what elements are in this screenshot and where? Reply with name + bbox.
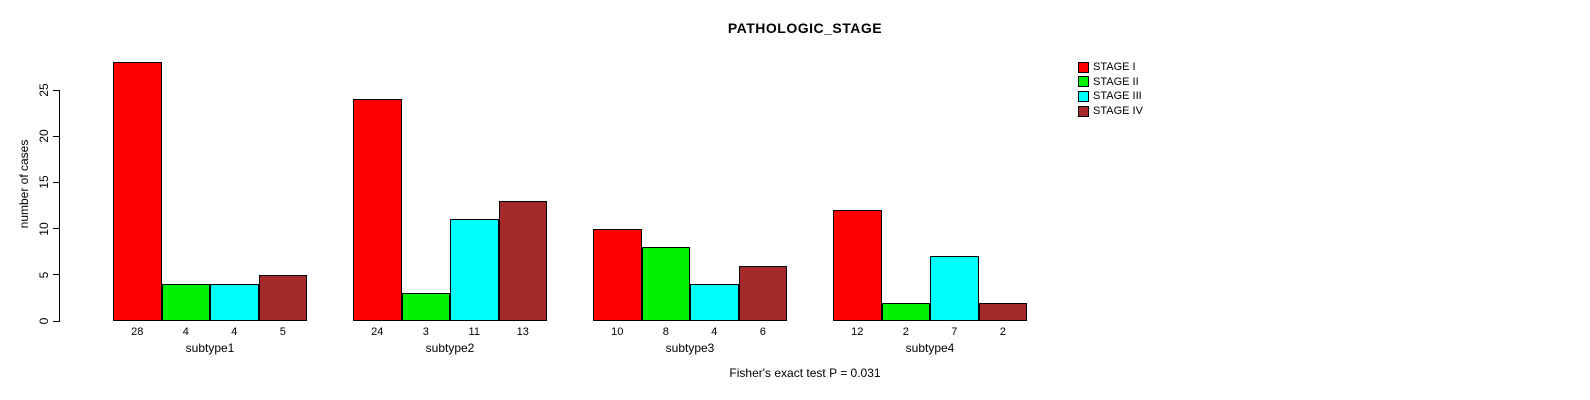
bar-value-label: 2 [902, 326, 909, 338]
y-tick-mark [53, 181, 59, 183]
bar-value-label: 10 [611, 326, 624, 338]
bar-value-label: 28 [131, 326, 144, 338]
bar-subtype3-stage-i [593, 228, 642, 321]
category-label-subtype2: subtype2 [425, 341, 475, 355]
bar-subtype1-stage-iv [258, 274, 307, 321]
y-tick-mark [53, 135, 59, 137]
bar-value-label: 8 [662, 326, 669, 338]
legend-swatch-icon [1078, 61, 1089, 73]
bar-value-label: 4 [182, 326, 189, 338]
bar-value-label: 7 [951, 326, 958, 338]
y-axis-label: number of cases [17, 139, 31, 229]
y-axis-line [59, 90, 60, 322]
bar-subtype4-stage-iii [930, 256, 979, 321]
bar-value-label: 12 [851, 326, 864, 338]
y-tick-mark [53, 228, 59, 230]
bar-value-label: 4 [711, 326, 718, 338]
legend-item-stage-ii: STAGE II [1078, 75, 1143, 90]
legend: STAGE I STAGE II STAGE III STAGE IV [1078, 60, 1143, 118]
bar-subtype4-stage-i [833, 210, 882, 321]
bar-value-label: 13 [516, 326, 529, 338]
category-label-subtype4: subtype4 [905, 341, 955, 355]
bar-subtype2-stage-iii [450, 219, 499, 321]
bar-value-label: 5 [279, 326, 286, 338]
y-tick-label: 5 [37, 271, 51, 279]
legend-item-stage-i: STAGE I [1078, 60, 1143, 75]
bar-subtype4-stage-ii [881, 302, 930, 321]
bar-value-label: 2 [999, 326, 1006, 338]
bar-subtype3-stage-ii [641, 247, 690, 321]
y-tick-label: 10 [37, 221, 51, 236]
bar-subtype1-stage-iii [210, 284, 259, 321]
bar-subtype2-stage-iv [498, 200, 547, 321]
legend-item-stage-iii: STAGE III [1078, 89, 1143, 104]
y-tick-label: 15 [37, 175, 51, 190]
legend-label: STAGE III [1093, 90, 1142, 103]
bar-subtype4-stage-iv [978, 302, 1027, 321]
legend-swatch-icon [1078, 90, 1089, 102]
bar-value-label: 24 [371, 326, 384, 338]
fisher-test-note: Fisher's exact test P = 0.031 [729, 366, 881, 380]
bar-value-label: 4 [231, 326, 238, 338]
bar-value-label: 6 [759, 326, 766, 338]
y-tick-label: 20 [37, 129, 51, 143]
legend-swatch-icon [1078, 76, 1089, 88]
y-tick-mark [53, 89, 59, 91]
legend-label: STAGE I [1093, 61, 1136, 74]
legend-item-stage-iv: STAGE IV [1078, 104, 1143, 119]
bar-subtype2-stage-i [353, 99, 402, 321]
bar-subtype1-stage-i [113, 62, 162, 321]
y-tick-label: 25 [37, 83, 51, 97]
bar-subtype1-stage-ii [161, 284, 210, 321]
bar-subtype3-stage-iii [690, 284, 739, 321]
bar-value-label: 3 [422, 326, 429, 338]
legend-label: STAGE IV [1093, 105, 1143, 118]
legend-label: STAGE II [1093, 75, 1139, 88]
bar-value-label: 11 [468, 326, 480, 338]
y-tick-mark [53, 274, 59, 276]
bar-subtype2-stage-ii [401, 293, 450, 321]
chart-title: PATHOLOGIC_STAGE [727, 20, 883, 36]
y-tick-mark [53, 320, 59, 322]
legend-swatch-icon [1078, 105, 1089, 117]
y-tick-label: 0 [37, 317, 51, 325]
category-label-subtype3: subtype3 [665, 341, 715, 355]
category-label-subtype1: subtype1 [185, 341, 235, 355]
bar-subtype3-stage-iv [738, 265, 787, 321]
